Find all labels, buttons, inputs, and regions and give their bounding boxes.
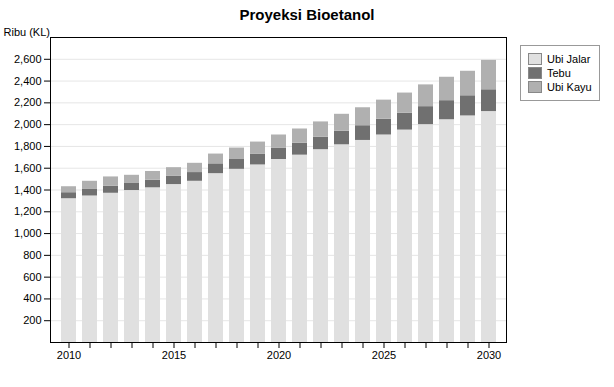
svg-text:800: 800 <box>23 249 41 261</box>
svg-text:2020: 2020 <box>267 349 291 361</box>
svg-text:2025: 2025 <box>372 349 396 361</box>
html-text:Ubi Kayu: Ubi Kayu <box>547 81 592 93</box>
svg-text:1,200: 1,200 <box>14 205 42 217</box>
svg-text:2015: 2015 <box>162 349 186 361</box>
html-text:Tebu: Tebu <box>547 67 571 79</box>
svg-text:600: 600 <box>23 271 41 283</box>
svg-text:2,200: 2,200 <box>14 96 42 108</box>
svg-text:2010: 2010 <box>57 349 81 361</box>
svg-text:2,600: 2,600 <box>14 53 42 65</box>
html-text:Ubi Jalar: Ubi Jalar <box>547 53 591 65</box>
svg-text:2030: 2030 <box>477 349 501 361</box>
svg-text:Ribu (KL): Ribu (KL) <box>4 26 50 38</box>
svg-text:1,400: 1,400 <box>14 184 42 196</box>
svg-text:2,000: 2,000 <box>14 118 42 130</box>
svg-text:1,000: 1,000 <box>14 227 42 239</box>
svg-text:200: 200 <box>23 314 41 326</box>
svg-text:1,800: 1,800 <box>14 140 42 152</box>
svg-text:2,400: 2,400 <box>14 75 42 87</box>
svg-text:400: 400 <box>23 292 41 304</box>
svg-text:1,600: 1,600 <box>14 162 42 174</box>
html-text:Proyeksi Bioetanol: Proyeksi Bioetanol <box>239 6 375 23</box>
